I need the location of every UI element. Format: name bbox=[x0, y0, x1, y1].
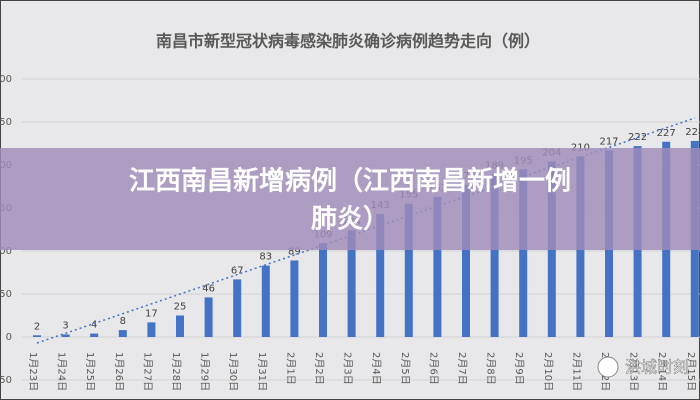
x-tick-label: 2月4日 bbox=[370, 352, 382, 385]
banner-line-1: 江西南昌新增病例（江西南昌新增一例 bbox=[129, 166, 571, 197]
y-tick-label: 0 bbox=[6, 332, 12, 343]
banner bbox=[0, 148, 700, 250]
bar bbox=[433, 196, 442, 337]
bar bbox=[233, 279, 242, 337]
watermark-icon bbox=[597, 356, 619, 378]
x-tick-label: 2月10日 bbox=[542, 352, 554, 391]
bar bbox=[261, 265, 270, 337]
y-tick-label: 100 bbox=[0, 246, 12, 257]
bar bbox=[61, 334, 70, 337]
x-tick-label: 2月15日 bbox=[685, 352, 697, 391]
x-tick-label: 1月28日 bbox=[170, 352, 182, 391]
x-tick-label: 2月13日 bbox=[628, 352, 640, 391]
bar bbox=[33, 335, 41, 337]
value-label: 228 bbox=[685, 127, 700, 138]
y-tick-label: 300 bbox=[0, 74, 12, 85]
bar bbox=[519, 169, 528, 337]
bar bbox=[290, 260, 299, 337]
x-tick-label: 1月29日 bbox=[199, 352, 211, 391]
x-tick-label: 2月11日 bbox=[570, 352, 582, 391]
y-tick-label: 50 bbox=[0, 289, 12, 300]
bar bbox=[490, 174, 499, 337]
y-tick-label: 250 bbox=[0, 117, 12, 128]
chart-title: 南昌市新型冠状病毒感染肺炎确诊病例趋势走向（例） bbox=[156, 32, 540, 51]
x-tick-label: 2月5日 bbox=[399, 352, 411, 385]
x-tick-label: 1月23日 bbox=[27, 352, 39, 391]
x-tick-label: 2月9日 bbox=[513, 352, 525, 385]
x-tick-label: 1月24日 bbox=[56, 352, 68, 391]
x-tick-label: 1月30日 bbox=[227, 352, 239, 391]
value-label: 46 bbox=[202, 283, 215, 294]
x-tick-label: 2月8日 bbox=[485, 352, 497, 385]
value-label: 83 bbox=[259, 252, 272, 263]
value-label: 8 bbox=[120, 316, 126, 327]
value-label: 217 bbox=[599, 136, 618, 147]
bar bbox=[118, 330, 127, 337]
x-tick-label: 1月27日 bbox=[141, 352, 153, 391]
value-label: 4 bbox=[91, 320, 97, 331]
bar bbox=[404, 203, 413, 337]
bar bbox=[90, 333, 99, 337]
trend-line bbox=[36, 117, 696, 344]
banner-line-2: 肺炎） bbox=[311, 205, 389, 235]
bar bbox=[147, 322, 156, 337]
value-label: 2 bbox=[34, 321, 40, 332]
x-tick-label: 2月2日 bbox=[313, 352, 325, 385]
x-tick-label: 2月3日 bbox=[342, 352, 354, 385]
bar bbox=[319, 243, 327, 337]
bar bbox=[176, 315, 184, 337]
x-tick-label: 2月1日 bbox=[284, 352, 296, 385]
value-label: 210 bbox=[571, 142, 590, 153]
x-tick-label: 2月7日 bbox=[456, 352, 468, 385]
value-label: 25 bbox=[174, 302, 187, 313]
x-tick-label: 1月25日 bbox=[84, 352, 96, 391]
x-tick-label: 2月6日 bbox=[427, 352, 439, 385]
value-label: 17 bbox=[145, 308, 158, 319]
value-label: 89 bbox=[288, 246, 301, 257]
bar bbox=[347, 230, 356, 337]
bar bbox=[462, 184, 470, 337]
bar bbox=[204, 297, 213, 337]
x-tick-label: 1月26日 bbox=[113, 352, 125, 391]
value-label: 67 bbox=[231, 265, 244, 276]
bar bbox=[376, 214, 385, 337]
watermark: 洪城时刻 bbox=[625, 358, 689, 377]
value-label: 222 bbox=[628, 132, 647, 143]
y-tick-label: -50 bbox=[0, 375, 12, 386]
value-label: 3 bbox=[62, 320, 68, 331]
value-label: 227 bbox=[657, 128, 676, 139]
x-tick-label: 2月14日 bbox=[656, 352, 668, 391]
x-tick-label: 1月31日 bbox=[256, 352, 268, 391]
